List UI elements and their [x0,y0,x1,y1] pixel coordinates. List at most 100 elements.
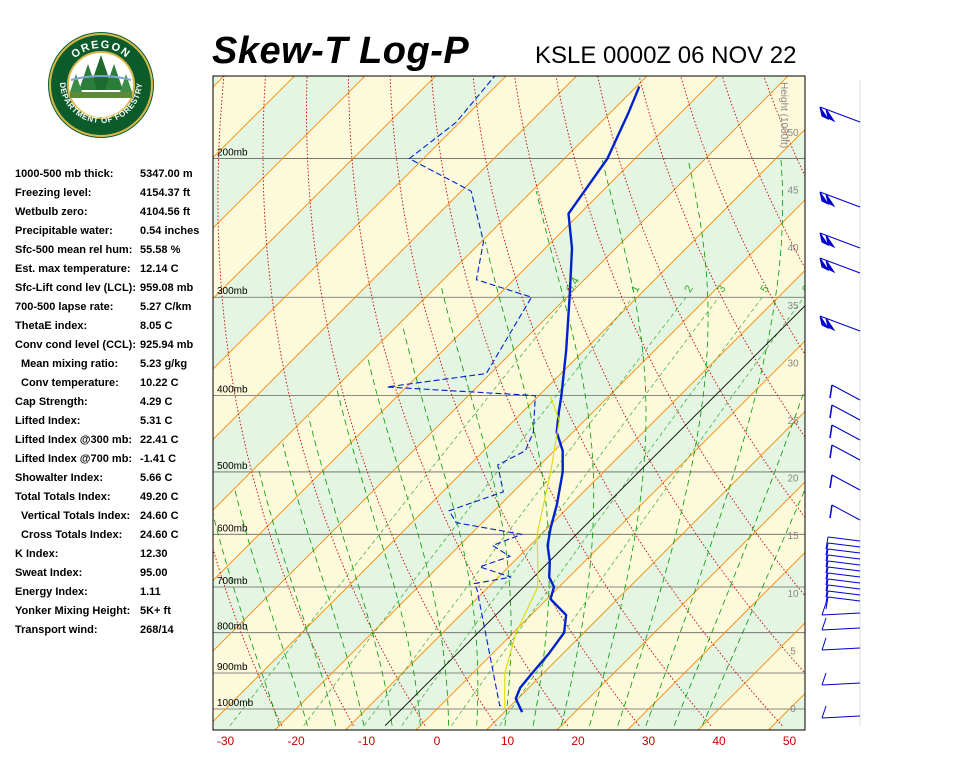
wind-barb-flag [819,106,830,121]
height-tick-label: 15 [787,531,799,542]
isotherm-line [213,76,507,370]
wind-barb [827,536,861,542]
index-row: Conv temperature: 10.22 C [15,377,215,396]
index-row: Freezing level: 4154.37 ft [15,187,215,206]
wind-barb [831,474,861,491]
wind-barb [821,612,861,616]
moist-adiabat-line [535,191,595,726]
wind-barb-tick [829,474,833,489]
wind-barbs-column [819,80,861,727]
height-tick-label: 30 [787,358,799,369]
mixing-ratio-label: 8 [800,283,813,294]
wind-barb-flag [819,232,830,247]
wind-barb-tick [821,602,827,616]
wind-barb [827,590,861,596]
height-tick-label: 10 [787,589,799,600]
index-row: Lifted Index @700 mb: -1.41 C [15,453,215,472]
index-label: Freezing level: [15,187,92,199]
wind-barb-tick [825,548,829,562]
height-tick-label: 45 [787,186,799,197]
height-tick-label: 40 [787,243,799,254]
mixing-ratio-line [451,296,763,726]
index-label: Sfc-500 mean rel hum: [15,244,133,256]
pressure-label: 500mb [217,461,248,472]
index-value: 5.27 C/km [140,301,192,313]
index-label: Est. max temperature: [15,263,131,275]
wind-barb-tick [821,672,827,686]
mixing-ratio-label: 2 [682,283,695,294]
x-tick-label: -20 [287,734,305,748]
index-row: Lifted Index @300 mb: 22.41 C [15,434,215,453]
wind-barb [827,542,861,548]
wind-barb [821,647,861,651]
index-row: Lifted Index: 5.31 C [15,415,215,434]
mixing-ratio-line [229,296,569,726]
index-row: Precipitable water: 0.54 inches [15,225,215,244]
wind-barb-flag [825,259,836,274]
wind-barb [831,424,861,441]
height-tick-label: 35 [787,301,799,312]
index-value: 925.94 mb [140,339,194,351]
wind-barb [831,404,861,421]
index-value: 5.66 C [140,472,173,484]
isotherm-line [344,269,805,730]
moist-adiabat-line [336,386,421,726]
index-label: Conv temperature: [21,377,119,389]
isotherm-line [485,410,805,730]
x-tick-label: 30 [642,734,656,748]
wet-bulb-trace [504,395,560,710]
wind-barb [827,578,861,584]
index-row: Cross Totals Index: 24.60 C [15,529,215,548]
wind-barb [827,572,861,578]
index-row: Sfc-Lift cond lev (LCL): 959.08 mb [15,282,215,301]
moist-adiabat-line [589,158,647,726]
index-label: Wetbulb zero: [15,206,88,218]
wind-barb-tick [825,584,829,598]
index-value: 24.60 C [140,510,179,522]
mixing-ratio-label: 5 [758,283,771,294]
isotherm-line [274,199,805,730]
index-value: 4104.56 ft [140,206,191,218]
index-row: Cap Strength: 4.29 C [15,396,215,415]
wind-barb-flag [819,257,830,272]
moist-adiabat-line [213,513,280,726]
index-value: 95.00 [140,567,168,579]
temperature-trace [514,86,641,713]
index-value: 12.14 C [140,263,179,275]
wind-barb [827,560,861,566]
index-row: ThetaE index: 8.05 C [15,320,215,339]
height-tick-label: 20 [787,474,799,485]
index-value: 4154.37 ft [140,187,191,199]
moist-adiabat-line [258,468,337,726]
dry-adiabat-line [306,76,497,726]
wind-barb-flag [825,193,836,208]
index-value: 5.31 C [140,415,173,427]
chart-title: Skew-T Log-P [212,30,470,72]
pressure-label: 900mb [217,662,248,673]
wind-barb-flag [819,315,830,330]
index-value: 22.41 C [140,434,179,446]
index-row: Conv cond level (CCL): 925.94 mb [15,339,215,358]
isotherm-line [415,340,805,730]
index-row: Sfc-500 mean rel hum: 55.58 % [15,244,215,263]
wind-barb-tick [829,504,833,519]
dewpoint-trace [386,76,536,707]
index-label: Vertical Totals Index: [21,510,131,522]
index-label: Precipitable water: [15,225,113,237]
index-label: Sfc-Lift cond lev (LCL): [15,282,136,294]
wind-barb [821,715,861,719]
wind-barb-tick [825,596,829,610]
wind-barb-tick [829,384,833,399]
wind-barb [821,682,861,686]
pressure-label: 800mb [217,622,248,633]
index-row: Energy Index: 1.11 [15,586,215,605]
index-row: Wetbulb zero: 4104.56 ft [15,206,215,225]
index-value: 268/14 [140,624,174,636]
moist-adiabat-line [401,324,479,726]
isotherm-line [213,76,578,441]
mixing-ratio-line [499,296,805,726]
index-label: 700-500 lapse rate: [15,301,114,313]
pressure-label: 200mb [217,148,248,159]
index-value: 12.30 [140,548,168,560]
mixing-ratio-label: 1 [629,283,642,294]
